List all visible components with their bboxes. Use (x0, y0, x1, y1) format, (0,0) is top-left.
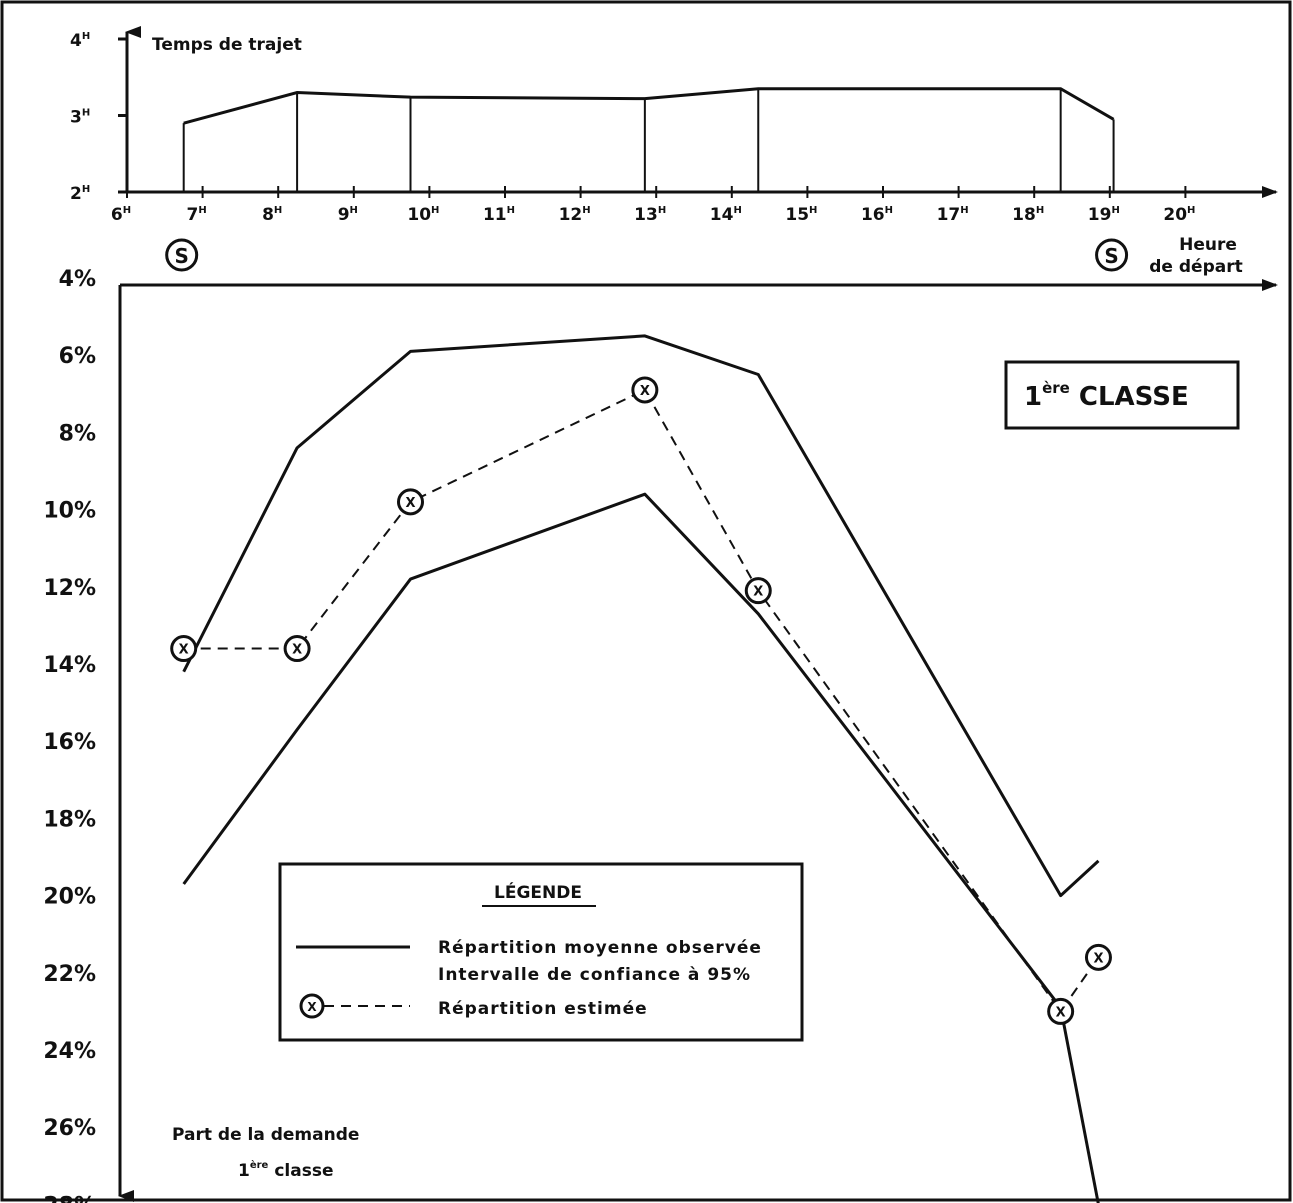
legend-entry-1-line-2: Intervalle de confiance à 95% (438, 965, 751, 985)
estimate-marker-4 (744, 577, 772, 605)
top-x-tick-label: 18H (1012, 205, 1044, 225)
classe-box-frame (1004, 360, 1240, 430)
top-x-tick-label: 20H (1163, 205, 1195, 225)
top-y-tick-label: 2H (70, 184, 90, 204)
main-y-tick-label: 26% (43, 1116, 96, 1141)
s-marker-label-0: S (174, 244, 188, 268)
legend-entry-1-line-1: Répartition moyenne observée (438, 938, 762, 958)
top-x-tick-label: 15H (785, 205, 817, 225)
main-y-tick-label: 12% (43, 576, 96, 601)
legend-frame (278, 862, 804, 1042)
estimate-marker-2 (397, 488, 424, 516)
travel-time-chart: Temps de trajet 2H 3H 4H 6H 7H 8H 9H 10H 11H 12H… (70, 26, 1278, 277)
top-x-tick-label: 10H (407, 205, 439, 225)
main-y-tick-label: 24% (43, 1039, 96, 1064)
top-x-tick-label: 9H (338, 205, 358, 225)
main-y-tick-label: 20% (43, 885, 96, 910)
estimate-marker-6 (1084, 943, 1112, 971)
classe-box: 1ère CLASSE (1004, 360, 1240, 430)
top-x-tick-label: 16H (861, 205, 893, 225)
top-x-axis-label-2: de départ (1149, 257, 1242, 277)
legend-x-marker-label: X (307, 1000, 317, 1014)
top-x-tick-label: 12H (559, 205, 591, 225)
top-x-tick-label: 6H (111, 205, 131, 225)
main-y-axis-label: Part de la demande 1ère classe (172, 1125, 359, 1181)
main-y-tick-label: 14% (43, 653, 96, 678)
estimate-marker-label-5: X (1056, 1005, 1066, 1020)
estimate-marker-label-4: X (753, 585, 763, 600)
main-y-axis-label-line1: Part de la demande (172, 1125, 359, 1145)
top-x-tick-label: 17H (937, 205, 969, 225)
main-y-axis-label-line2: 1ère classe (238, 1159, 334, 1181)
top-y-tick-label: 3H (70, 108, 90, 128)
top-x-axis-label-1: Heure (1179, 235, 1237, 255)
main-y-tick-label: 6% (59, 344, 96, 369)
estimate-marker-3 (631, 376, 659, 404)
travel-time-line (183, 87, 1115, 125)
main-y-tick-label: 8% (59, 421, 96, 446)
main-series (182, 334, 1100, 1203)
top-x-tick-label: 11H (483, 205, 515, 225)
demand-share-chart: 4%6%8%10%12%14%16%18%20%22%24%26%28% XXX… (43, 267, 1278, 1203)
estimate-marker-label-0: X (179, 643, 189, 658)
series-upper (182, 334, 1100, 898)
top-y-ticks: 2H 3H 4H (70, 31, 127, 204)
legend-x-marker (299, 993, 325, 1019)
top-x-tick-label: 14H (710, 205, 742, 225)
estimate-marker-label-3: X (640, 384, 650, 399)
main-y-tick-label: 22% (43, 962, 96, 987)
top-x-tick-label: 19H (1088, 205, 1120, 225)
series-lower (182, 492, 1100, 1203)
main-y-ticks: 4% 6% 8% 10% 12% 14% 16% 18% 20% 22% 24% 26% 28% (43, 267, 96, 1203)
top-x-ticks: 6H 7H 8H 9H 10H 11H 12H 13H 14H 15H 16H 17H 18H 19H 20… (111, 186, 1195, 225)
estimate-marker-1 (283, 635, 311, 663)
s-marker-circle-1 (1095, 238, 1129, 272)
legend: LÉGENDE Répartition moyenne observée Int… (278, 862, 804, 1042)
top-x-tick-label: 13H (634, 205, 666, 225)
estimate-marker-label-1: X (292, 643, 302, 658)
top-x-tick-label: 8H (262, 205, 282, 225)
main-y-tick-label: 28% (43, 1193, 96, 1203)
estimate-marker-5 (1047, 997, 1075, 1025)
main-y-tick-label: 16% (43, 730, 96, 755)
estimate-marker-label-2: X (405, 496, 415, 511)
top-series-verticals (182, 88, 1115, 192)
s-marker-circle-0 (165, 238, 199, 272)
main-y-tick-label: 18% (43, 807, 96, 832)
estimate-marker-0 (170, 635, 198, 663)
top-y-axis-label: Temps de trajet (152, 35, 302, 55)
top-y-tick-label: 4H (70, 31, 90, 51)
s-marker-label-1: S (1104, 244, 1118, 268)
main-y-tick-label: 4% (59, 267, 96, 292)
legend-title: LÉGENDE (494, 881, 582, 903)
estimate-marker-label-6: X (1093, 951, 1103, 966)
estimate-markers: X X X X X X X (170, 376, 1112, 1025)
main-y-tick-label: 10% (43, 499, 96, 524)
top-x-tick-label: 7H (186, 205, 206, 225)
legend-entry-2-line-1: Répartition estimée (438, 999, 648, 1019)
classe-box-label: 1ère CLASSE (1024, 379, 1189, 412)
